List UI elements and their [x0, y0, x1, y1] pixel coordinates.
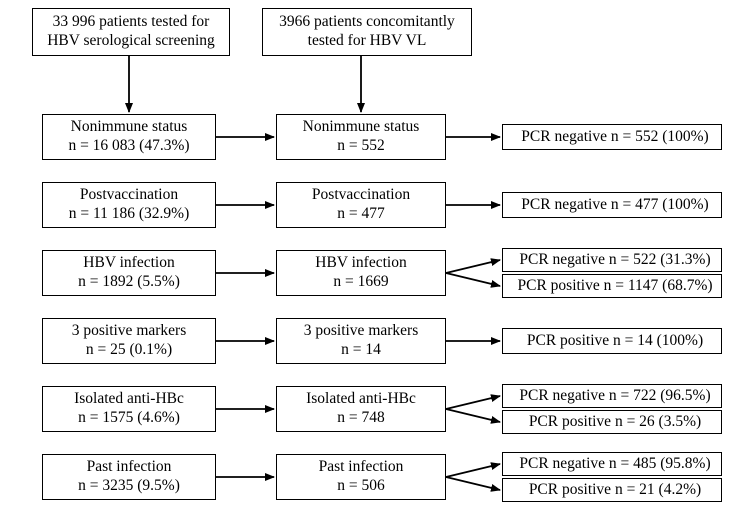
arrows-layer	[0, 0, 751, 519]
flowchart-canvas: 33 996 patients tested for HBV serologic…	[0, 0, 751, 519]
